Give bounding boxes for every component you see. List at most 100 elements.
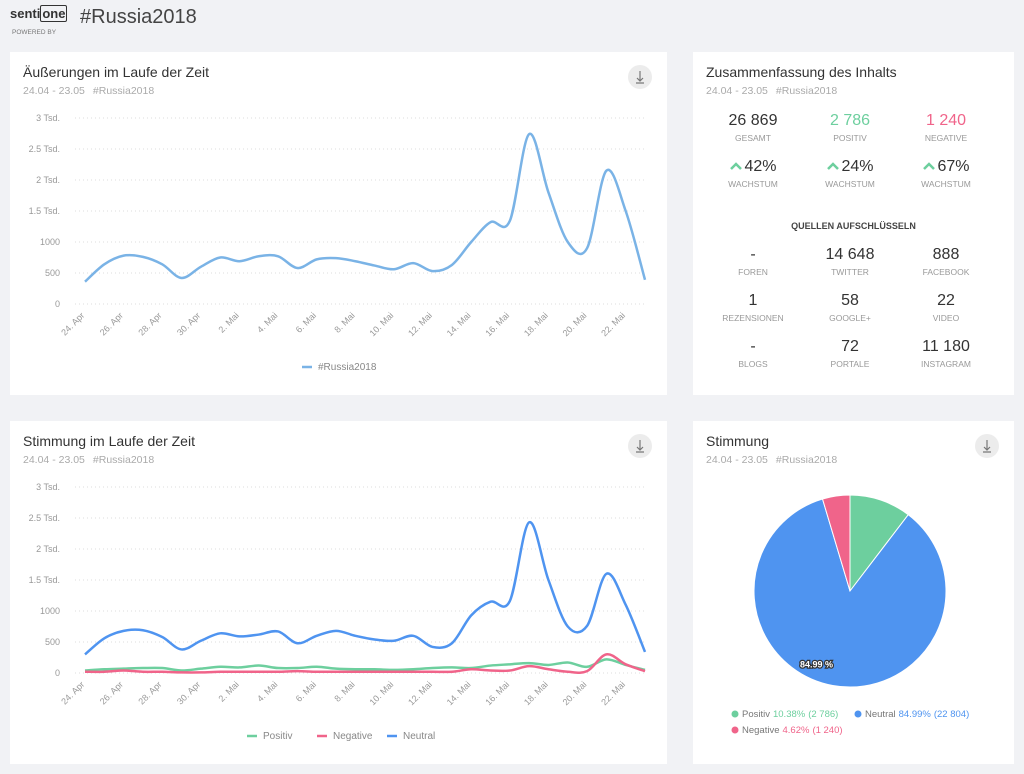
y-tick-label: 3 Tsd.: [36, 113, 60, 123]
line: [84, 653, 646, 674]
y-tick-label: 2.5 Tsd.: [29, 144, 60, 154]
chart: Positiv 10.38% (2 786) 84.99 % Neutral 84.99%…: [731, 434, 999, 736]
x-tick-label: 30. Apr: [175, 310, 202, 337]
download-button[interactable]: [628, 65, 652, 89]
legend-label: Positiv: [742, 709, 770, 720]
stat-label: BLOGS: [738, 359, 768, 369]
stat-label: FACEBOOK: [922, 267, 970, 277]
y-tick-label: 500: [45, 637, 60, 647]
panel-title: Zusammenfassung des Inhalts: [706, 64, 897, 80]
summary-panel: Zusammenfassung des Inhalts 24.04 - 23.0…: [693, 52, 1014, 395]
x-tick-label: 2. Mai: [216, 679, 240, 703]
stat-value: 1: [748, 292, 758, 309]
tag: #Russia2018: [92, 454, 155, 466]
chart-panel: Stimmung im Laufe der Zeit 24.04 - 23.05…: [10, 421, 667, 764]
stat-value: 2 786: [829, 112, 871, 129]
slice-label: 84.99 %: [800, 660, 833, 670]
stat-value: 888: [932, 246, 960, 263]
x-tick-label: 12. Mai: [406, 679, 434, 707]
download-button[interactable]: [975, 434, 999, 458]
period: 24.04 - 23.05: [706, 454, 768, 466]
panel-subtitle: 24.04 - 23.05 #Russia2018: [23, 454, 162, 466]
x-tick-label: 6. Mai: [294, 679, 318, 703]
x-tick-label: 20. Mai: [561, 310, 589, 338]
legend-value: 84.99%: [899, 709, 932, 720]
line: [84, 521, 647, 656]
stat-label: VIDEO: [932, 313, 960, 323]
y-tick-label: 2 Tsd.: [36, 175, 60, 185]
x-tick-label: 4. Mai: [255, 679, 279, 703]
period: 24.04 - 23.05: [23, 85, 85, 97]
legend-value: 4.62%: [783, 725, 810, 736]
logo-text: senti: [10, 6, 41, 21]
y-tick-label: 1000: [40, 237, 60, 247]
x-tick-label: 4. Mai: [255, 310, 279, 334]
x-tick-label: 26. Apr: [98, 310, 125, 337]
chart: 0 500 1000 1.5 Tsd. 2 Tsd. 2.5 Tsd. 3 Tsd. 24. …: [29, 434, 652, 742]
stat-value: 26 869: [728, 112, 778, 129]
sources-title: QUELLEN AUFSCHLÜSSELN: [791, 221, 916, 231]
x-tick-label: 30. Apr: [175, 679, 202, 706]
pie-slice: [753, 498, 947, 688]
x-tick-label: 6. Mai: [294, 310, 318, 334]
legend-label: Neutral: [865, 709, 896, 720]
growth-arrow: [923, 162, 936, 170]
stat-value: -: [750, 338, 756, 355]
tag: #Russia2018: [775, 454, 838, 466]
stat-value: 58: [841, 292, 859, 309]
x-tick-label: 22. Mai: [599, 310, 627, 338]
stat-value: 1 240: [925, 112, 967, 129]
stat-value: 22: [937, 292, 955, 309]
arrow-path: [923, 162, 936, 170]
legend-label: Neutral: [403, 731, 435, 742]
growth-arrow: [827, 162, 840, 170]
y-tick-label: 0: [55, 668, 60, 678]
x-tick-label: 18. Mai: [522, 679, 550, 707]
x-tick-label: 16. Mai: [483, 310, 511, 338]
legend-entry: Neutral 84.99% (22 804): [865, 709, 969, 720]
chart-panel: Stimmung 24.04 - 23.05 #Russia2018 Positi…: [693, 421, 1014, 764]
panel-subtitle: 24.04 - 23.05 #Russia2018: [23, 85, 162, 97]
legend-marker: [731, 710, 739, 718]
arrow-path: [827, 162, 840, 170]
arrow-path: [730, 162, 743, 170]
legend-entry: Negative 4.62% (1 240): [742, 725, 843, 736]
stat-label: FOREN: [738, 267, 768, 277]
legend-marker: [731, 726, 739, 734]
x-tick-label: 22. Mai: [599, 679, 627, 707]
x-tick-label: 8. Mai: [332, 679, 356, 703]
stat-label: PORTALE: [830, 359, 870, 369]
period: 24.04 - 23.05: [706, 85, 768, 97]
panel-title: Stimmung im Laufe der Zeit: [23, 433, 195, 449]
y-tick-label: 1.5 Tsd.: [29, 206, 60, 216]
x-tick-label: 10. Mai: [367, 679, 395, 707]
stat-label: GESAMT: [735, 133, 771, 143]
powered-by: POWERED BY: [12, 29, 57, 36]
stat-value: 14 648: [825, 246, 875, 263]
stat-label: GOOGLE+: [829, 313, 871, 323]
download-button[interactable]: [628, 434, 652, 458]
stat-value: 42%: [703, 158, 803, 176]
legend-label: Positiv: [263, 731, 292, 742]
page-title: #Russia2018: [80, 6, 197, 28]
x-tick-label: 16. Mai: [483, 679, 511, 707]
legend-label: #Russia2018: [318, 362, 377, 373]
growth-arrow: [730, 162, 743, 170]
stat-value: -: [750, 246, 756, 263]
panel-title: Stimmung: [706, 433, 770, 449]
legend-label: Negative: [333, 731, 373, 742]
stat-label: NEGATIVE: [924, 133, 968, 143]
x-tick-label: 24. Apr: [59, 310, 86, 337]
x-tick-label: 20. Mai: [561, 679, 589, 707]
stat-value: 24%: [800, 158, 900, 176]
legend-count: (2 786): [808, 709, 838, 720]
y-tick-label: 2.5 Tsd.: [29, 513, 60, 523]
y-tick-label: 3 Tsd.: [36, 482, 60, 492]
legend-marker: [854, 710, 862, 718]
chart-panel: Äußerungen im Laufe der Zeit 24.04 - 23.…: [10, 52, 667, 395]
x-tick-label: 18. Mai: [522, 310, 550, 338]
stat-label: POSITIV: [833, 133, 867, 143]
stat-value: 11 180: [922, 338, 970, 355]
x-tick-label: 10. Mai: [367, 310, 395, 338]
